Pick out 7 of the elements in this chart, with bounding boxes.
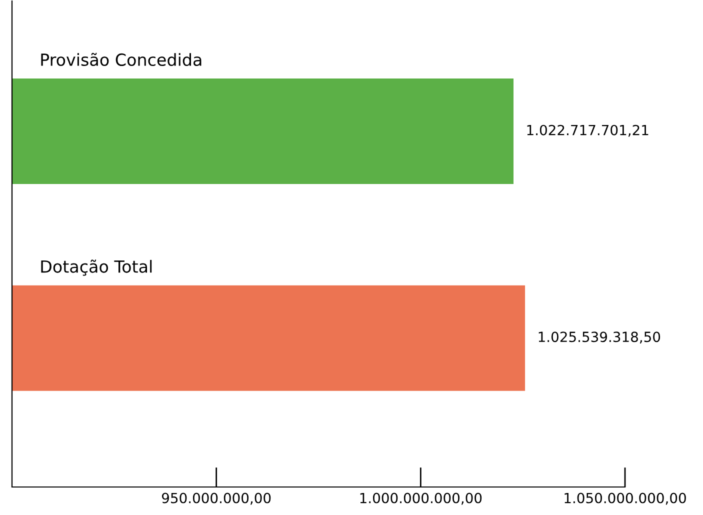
data-label: 1.022.717.701,21	[527, 124, 648, 137]
data-label: 1.025.539.318,50	[538, 332, 660, 344]
y-tick-label: Dotação Total	[41, 260, 152, 276]
y-tick-label: Provisão Concedida	[41, 52, 202, 66]
x-tick-label: 950.000.000,00	[162, 492, 271, 505]
x-tick-label: 1.000.000.000,00	[360, 492, 482, 505]
x-tick-label: 1.050.000.000,00	[564, 492, 686, 505]
